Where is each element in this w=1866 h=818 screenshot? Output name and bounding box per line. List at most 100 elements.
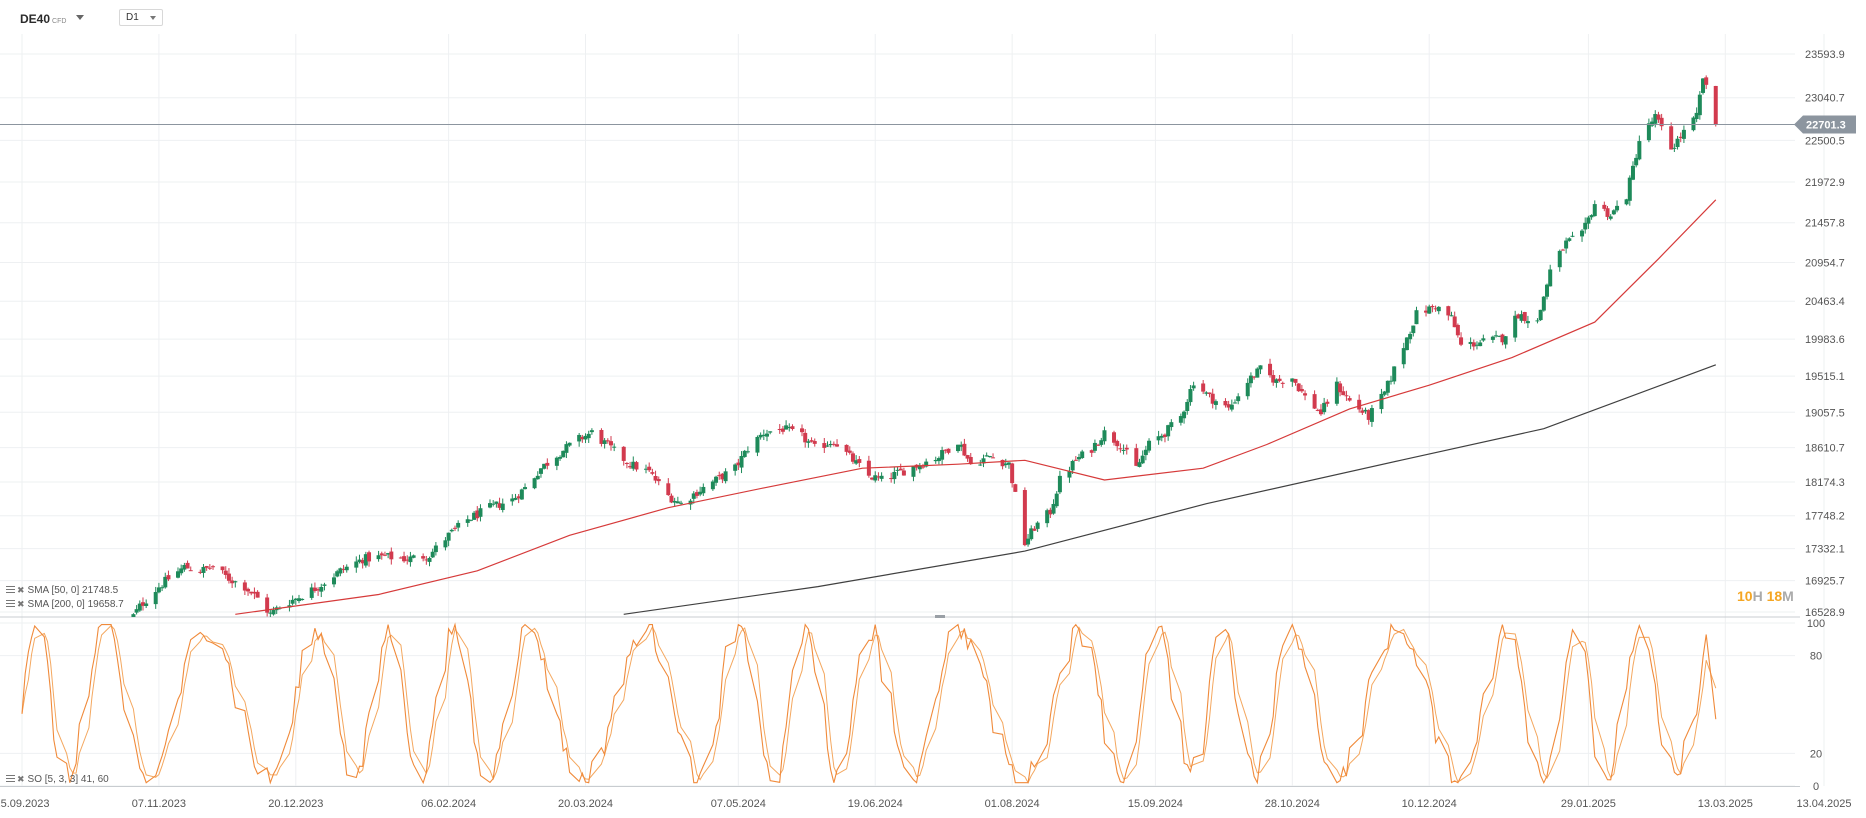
candle-up xyxy=(1070,460,1075,471)
candle-down xyxy=(1446,306,1451,316)
candle-down xyxy=(780,428,785,432)
candle-up xyxy=(131,614,136,617)
candle-up xyxy=(344,566,349,571)
candle-up xyxy=(1535,320,1540,322)
candle-up xyxy=(456,522,461,528)
candle-down xyxy=(943,449,948,451)
candle-down xyxy=(831,443,836,445)
y-tick-label: 19515.1 xyxy=(1805,371,1845,383)
candle-up xyxy=(1608,216,1613,219)
candle-up xyxy=(1204,392,1209,394)
candle-down xyxy=(1341,391,1346,396)
candle-up xyxy=(1589,215,1594,218)
candle-down xyxy=(1560,249,1565,251)
candle-up xyxy=(1143,449,1148,456)
panel-resize-handle xyxy=(935,615,945,618)
candle-down xyxy=(921,466,925,468)
candle-countdown: 10H 18M xyxy=(1737,588,1794,604)
candle-down xyxy=(1318,409,1323,415)
symbol-selector[interactable]: DE40 CFD xyxy=(20,12,66,26)
candle-up xyxy=(1503,336,1508,345)
candle-down xyxy=(647,466,652,471)
close-icon[interactable]: ✖ xyxy=(17,774,25,784)
candle-down xyxy=(847,450,852,453)
candle-up xyxy=(1449,315,1454,317)
stoch-k-line xyxy=(21,622,1717,785)
candle-down xyxy=(809,440,814,442)
chevron-down-icon[interactable] xyxy=(76,15,84,20)
candle-up xyxy=(1178,416,1183,423)
candle-up xyxy=(1494,335,1499,337)
candle-down xyxy=(1704,77,1709,85)
symbol-type: CFD xyxy=(52,18,67,25)
candle-up xyxy=(1592,204,1597,217)
settings-icon[interactable] xyxy=(6,586,15,594)
candle-down xyxy=(223,570,228,575)
candle-down xyxy=(946,448,951,453)
candle-up xyxy=(449,529,454,532)
candle-down xyxy=(1659,117,1664,127)
candle-up xyxy=(567,442,572,446)
candle-up xyxy=(427,558,432,562)
candle-down xyxy=(1096,444,1101,446)
candle-down xyxy=(452,527,457,529)
candle-down xyxy=(580,436,585,440)
candle-down xyxy=(1312,394,1317,409)
candle-down xyxy=(736,462,741,466)
y-tick-label: 19983.6 xyxy=(1805,334,1845,346)
candle-down xyxy=(1226,404,1231,408)
timeframe-dropdown[interactable]: D1 xyxy=(119,9,163,26)
y-tick-label: 18610.7 xyxy=(1805,443,1845,455)
candle-down xyxy=(624,462,629,464)
candle-up xyxy=(163,576,168,588)
candle-up xyxy=(940,450,945,460)
close-icon[interactable]: ✖ xyxy=(17,585,25,595)
candle-up xyxy=(1121,449,1126,451)
settings-icon[interactable] xyxy=(6,775,15,783)
candle-up xyxy=(701,486,706,494)
candle-down xyxy=(1000,459,1005,467)
candle-up xyxy=(1564,240,1569,249)
candle-up xyxy=(1681,129,1686,139)
y-tick-label: 16528.9 xyxy=(1805,607,1845,619)
candle-down xyxy=(694,492,699,496)
legend-stoch[interactable]: ✖ SO [5, 3, 3] 41, 60 xyxy=(6,774,109,785)
candle-up xyxy=(472,512,477,520)
candle-up xyxy=(761,434,766,437)
candle-up xyxy=(182,565,187,570)
candle-up xyxy=(1029,528,1034,540)
candle-up xyxy=(290,599,295,604)
candle-up xyxy=(1385,380,1390,393)
x-tick-label: 01.08.2024 xyxy=(985,798,1040,810)
candle-up xyxy=(714,476,719,483)
candle-up xyxy=(1248,375,1253,384)
candle-up xyxy=(338,568,343,574)
candle-up xyxy=(561,450,566,458)
candle-up xyxy=(1411,325,1416,334)
candle-down xyxy=(255,591,260,598)
legend-sma200[interactable]: ✖ SMA [200, 0] 19658.7 xyxy=(6,599,124,610)
candle-up xyxy=(1548,269,1553,287)
candle-down xyxy=(360,560,365,564)
close-icon[interactable]: ✖ xyxy=(17,599,25,609)
settings-icon[interactable] xyxy=(6,600,15,608)
candle-up xyxy=(895,469,900,471)
legend-sma50[interactable]: ✖ SMA [50, 0] 21748.5 xyxy=(6,585,118,596)
candle-down xyxy=(198,571,203,573)
candle-up xyxy=(354,561,359,568)
candle-up xyxy=(332,577,337,585)
candle-up xyxy=(1389,380,1394,382)
candle-down xyxy=(844,444,849,452)
candle-down xyxy=(140,602,145,606)
candle-up xyxy=(1169,422,1174,428)
candle-up xyxy=(1045,510,1050,524)
candle-up xyxy=(1392,366,1397,382)
candle-up xyxy=(589,430,594,433)
candle-down xyxy=(398,557,403,559)
y-tick-label: 20954.7 xyxy=(1805,257,1845,269)
candle-up xyxy=(1586,217,1591,224)
candle-down xyxy=(608,441,613,446)
candle-down xyxy=(605,440,610,442)
